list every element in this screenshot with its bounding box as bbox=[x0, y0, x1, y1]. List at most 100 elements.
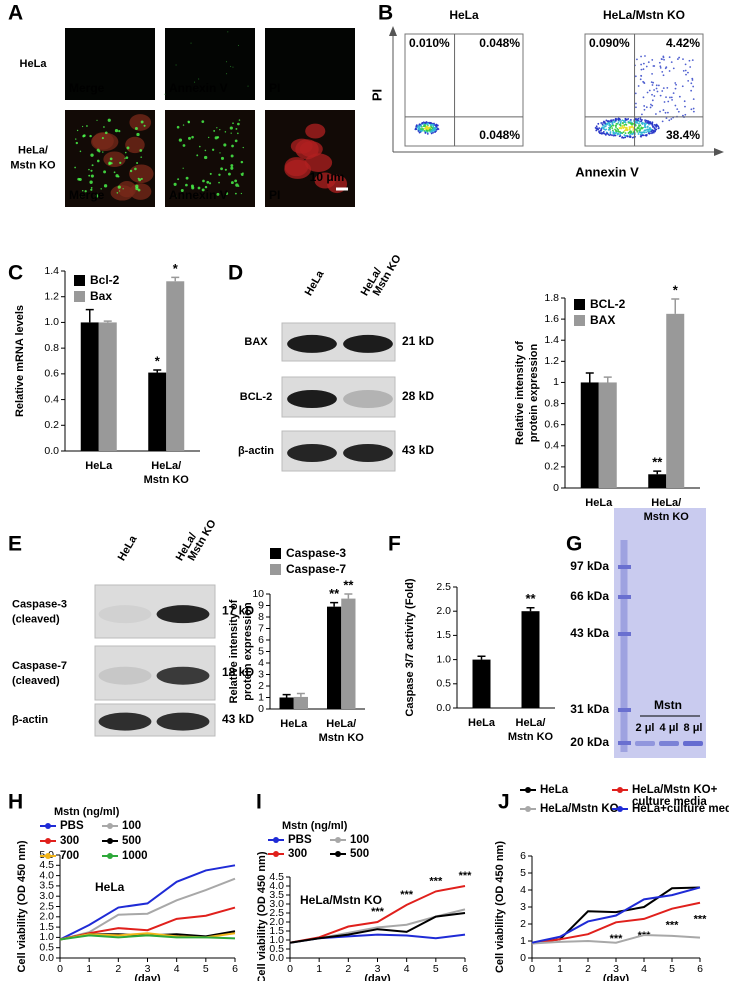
event-dot bbox=[637, 119, 639, 122]
legend-label: HeLa/Mstn KO bbox=[540, 803, 619, 815]
y-tick-label: 3.0 bbox=[269, 898, 284, 910]
blot-band bbox=[343, 444, 393, 462]
event-dot bbox=[435, 128, 438, 131]
cell-nucleus bbox=[284, 159, 312, 179]
event-dot bbox=[655, 125, 658, 128]
event-dot bbox=[647, 61, 650, 64]
event-dot bbox=[618, 123, 621, 126]
cell-nucleus bbox=[129, 164, 154, 184]
legend-label: 700 bbox=[60, 850, 79, 862]
y-axis-label: Relative intensity of bbox=[228, 599, 240, 703]
row-label: Caspase-7 bbox=[12, 660, 67, 672]
x-tick-label: 6 bbox=[232, 963, 238, 975]
row-label: BCL-2 bbox=[240, 391, 272, 403]
error-bar bbox=[171, 276, 180, 282]
y-tick-label: 1 bbox=[553, 376, 559, 388]
cell-nucleus bbox=[304, 153, 333, 172]
annexin-dot bbox=[90, 187, 93, 189]
annexin-dot bbox=[204, 149, 207, 152]
event-dot bbox=[641, 113, 643, 116]
event-dot bbox=[668, 119, 671, 122]
event-dot bbox=[634, 75, 637, 78]
annexin-dot bbox=[108, 162, 112, 166]
blot-band bbox=[287, 334, 337, 353]
error-bar bbox=[103, 320, 112, 323]
legend-label: Bcl-2 bbox=[90, 273, 120, 287]
legend-label: 500 bbox=[122, 835, 141, 847]
y-tick-label: 1 bbox=[520, 935, 526, 947]
annexin-dot bbox=[230, 154, 234, 158]
event-dot bbox=[672, 92, 675, 95]
annexin-dot bbox=[201, 120, 205, 124]
y-tick-label: 3.0 bbox=[39, 890, 54, 902]
event-dot bbox=[651, 99, 654, 102]
event-dot bbox=[668, 56, 671, 59]
cell-nucleus bbox=[129, 114, 152, 131]
bar bbox=[166, 281, 185, 451]
event-dot bbox=[671, 98, 673, 101]
legend-swatch bbox=[74, 291, 85, 302]
y-axis-label: Cell viability (OD 450 nm) bbox=[256, 851, 268, 981]
annexin-dot bbox=[109, 157, 113, 161]
event-dot bbox=[670, 118, 673, 120]
error-bar bbox=[344, 593, 353, 599]
event-dot bbox=[636, 58, 638, 61]
annexin-dot bbox=[201, 188, 205, 192]
significance: *** bbox=[694, 914, 708, 926]
legend-marker bbox=[617, 787, 623, 793]
panel-letter: I bbox=[256, 791, 262, 814]
legend-label: BAX bbox=[590, 313, 615, 327]
event-dot bbox=[616, 127, 619, 130]
event-dot bbox=[674, 82, 677, 84]
event-dot bbox=[690, 82, 693, 85]
event-dot bbox=[427, 122, 430, 125]
event-dot bbox=[648, 130, 651, 133]
marker-label: 31 kDa bbox=[570, 702, 609, 716]
event-dot bbox=[653, 95, 656, 97]
legend-swatch bbox=[574, 315, 585, 326]
event-dot bbox=[426, 132, 429, 135]
series-line bbox=[59, 906, 236, 941]
event-dot bbox=[625, 118, 628, 121]
event-dot bbox=[615, 118, 618, 120]
legend-label: 300 bbox=[60, 835, 79, 847]
y-tick-label: 4 bbox=[520, 884, 526, 896]
channel-label: Merge bbox=[69, 188, 105, 202]
event-dot bbox=[434, 131, 436, 134]
size-label: 43 kD bbox=[402, 443, 434, 457]
marker-label: 20 kDa bbox=[570, 735, 609, 749]
event-dot bbox=[653, 89, 656, 91]
event-dot bbox=[649, 128, 652, 131]
event-dot bbox=[634, 92, 637, 95]
annexin-dot bbox=[204, 185, 208, 189]
annexin-dot bbox=[220, 167, 223, 171]
event-dot bbox=[620, 120, 622, 123]
annexin-dot bbox=[173, 182, 177, 186]
size-label: 21 kD bbox=[402, 334, 434, 348]
error-bar bbox=[296, 692, 305, 697]
event-dot bbox=[640, 127, 643, 130]
legend-marker bbox=[107, 853, 113, 859]
event-dot bbox=[631, 133, 634, 136]
error-bar bbox=[477, 655, 486, 660]
annexin-dot bbox=[136, 162, 139, 165]
bar bbox=[279, 697, 294, 709]
annexin-dot bbox=[234, 192, 237, 195]
event-dot bbox=[637, 85, 640, 87]
event-dot bbox=[609, 133, 612, 136]
event-dot bbox=[687, 79, 690, 82]
blot-band bbox=[287, 390, 337, 408]
x-tick-label: 4 bbox=[404, 963, 410, 975]
event-dot bbox=[646, 125, 649, 128]
annexin-dot bbox=[209, 172, 212, 175]
annexin-dot bbox=[197, 186, 201, 190]
legend-marker bbox=[335, 837, 341, 843]
x-tick-label: 6 bbox=[462, 963, 468, 975]
event-dot bbox=[430, 132, 433, 135]
annexin-dot bbox=[88, 174, 91, 177]
y-tick-label: 1.0 bbox=[39, 931, 54, 943]
y-tick-label: 5 bbox=[258, 645, 264, 657]
series-line bbox=[531, 934, 701, 945]
event-dot bbox=[643, 105, 646, 107]
micrograph bbox=[165, 110, 255, 207]
